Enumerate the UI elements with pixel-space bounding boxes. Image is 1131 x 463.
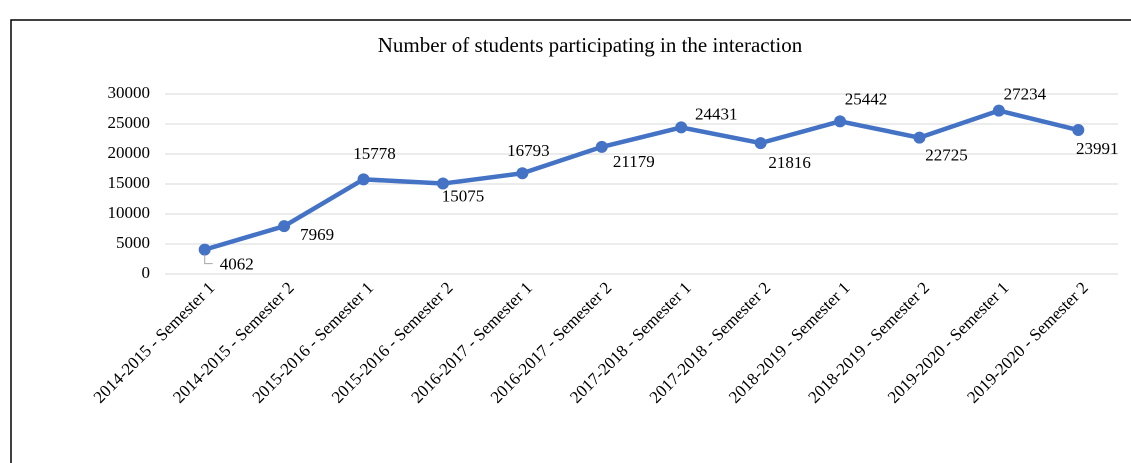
data-point	[754, 137, 767, 150]
y-tick-label: 5000	[116, 233, 150, 252]
data-label: 16793	[507, 141, 550, 160]
y-tick-label: 10000	[108, 203, 151, 222]
y-tick-label: 25000	[108, 113, 151, 132]
chart-title: Number of students participating in the …	[378, 33, 803, 57]
data-point	[834, 115, 847, 128]
data-point	[278, 220, 291, 233]
y-tick-label: 30000	[108, 83, 151, 102]
data-label: 24431	[695, 104, 738, 123]
data-point	[436, 177, 449, 190]
y-tick-label: 15000	[108, 173, 151, 192]
data-point	[675, 121, 688, 134]
y-tick-label: 0	[142, 263, 151, 282]
data-label: 25442	[845, 89, 888, 108]
data-point	[992, 104, 1005, 117]
data-label: 21816	[768, 153, 811, 172]
data-label: 23991	[1076, 139, 1119, 158]
data-point	[913, 131, 926, 144]
data-point	[595, 140, 608, 153]
data-label: 15778	[353, 144, 396, 163]
data-label: 4062	[220, 255, 254, 274]
data-line	[204, 108, 1079, 252]
data-point	[1072, 124, 1085, 137]
y-tick-label: 20000	[108, 143, 151, 162]
data-label: 22725	[925, 146, 968, 165]
data-label: 7969	[300, 225, 334, 244]
data-point	[516, 167, 529, 180]
data-label: 21179	[613, 152, 655, 171]
data-point	[198, 243, 211, 256]
data-label: 15075	[442, 186, 485, 205]
data-label: 27234	[1004, 85, 1047, 104]
leader-line	[204, 254, 213, 265]
data-point	[357, 173, 370, 186]
